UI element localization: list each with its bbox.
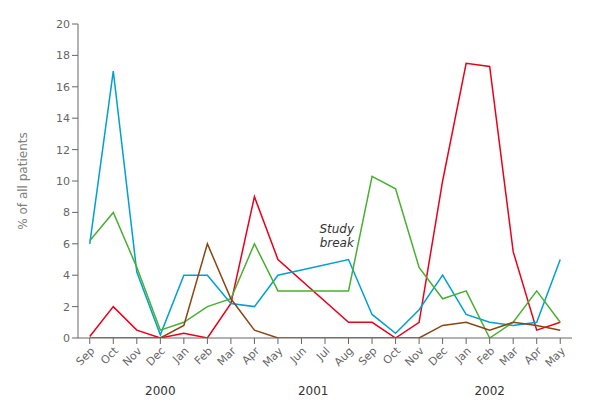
svg-text:Feb: Feb <box>192 344 215 367</box>
svg-text:Jan: Jan <box>170 344 192 366</box>
svg-text:4: 4 <box>63 269 70 282</box>
svg-text:Nov: Nov <box>402 344 427 369</box>
svg-text:20: 20 <box>56 18 70 31</box>
svg-text:Mar: Mar <box>215 344 239 368</box>
svg-text:Apr: Apr <box>239 344 262 367</box>
svg-text:6: 6 <box>63 238 70 251</box>
svg-text:2: 2 <box>63 301 70 314</box>
svg-text:8: 8 <box>63 206 70 219</box>
svg-text:Oct: Oct <box>381 344 404 367</box>
svg-text:May: May <box>260 344 286 370</box>
svg-text:2002: 2002 <box>474 384 505 398</box>
svg-text:Jul: Jul <box>313 344 332 363</box>
svg-text:10: 10 <box>56 175 70 188</box>
svg-text:0: 0 <box>63 332 70 345</box>
svg-text:Oct: Oct <box>98 344 121 367</box>
svg-text:Dec: Dec <box>426 344 450 368</box>
svg-text:Nov: Nov <box>120 344 145 369</box>
svg-text:2000: 2000 <box>145 384 176 398</box>
svg-text:Studybreak: Studybreak <box>319 221 355 249</box>
svg-text:Aug: Aug <box>332 344 356 368</box>
svg-text:2001: 2001 <box>298 384 329 398</box>
svg-text:Dec: Dec <box>144 344 168 368</box>
svg-text:18: 18 <box>56 49 70 62</box>
svg-text:Feb: Feb <box>474 344 497 367</box>
svg-text:Jan: Jan <box>452 344 474 366</box>
svg-text:Mar: Mar <box>497 344 521 368</box>
svg-text:% of all patients: % of all patients <box>16 132 30 229</box>
svg-text:12: 12 <box>56 144 70 157</box>
svg-text:14: 14 <box>56 112 70 125</box>
svg-text:Jun: Jun <box>287 344 309 366</box>
svg-text:16: 16 <box>56 81 70 94</box>
svg-text:Sep: Sep <box>356 344 380 368</box>
svg-text:May: May <box>543 344 569 370</box>
svg-text:Sep: Sep <box>74 344 98 368</box>
svg-text:Apr: Apr <box>522 344 545 367</box>
